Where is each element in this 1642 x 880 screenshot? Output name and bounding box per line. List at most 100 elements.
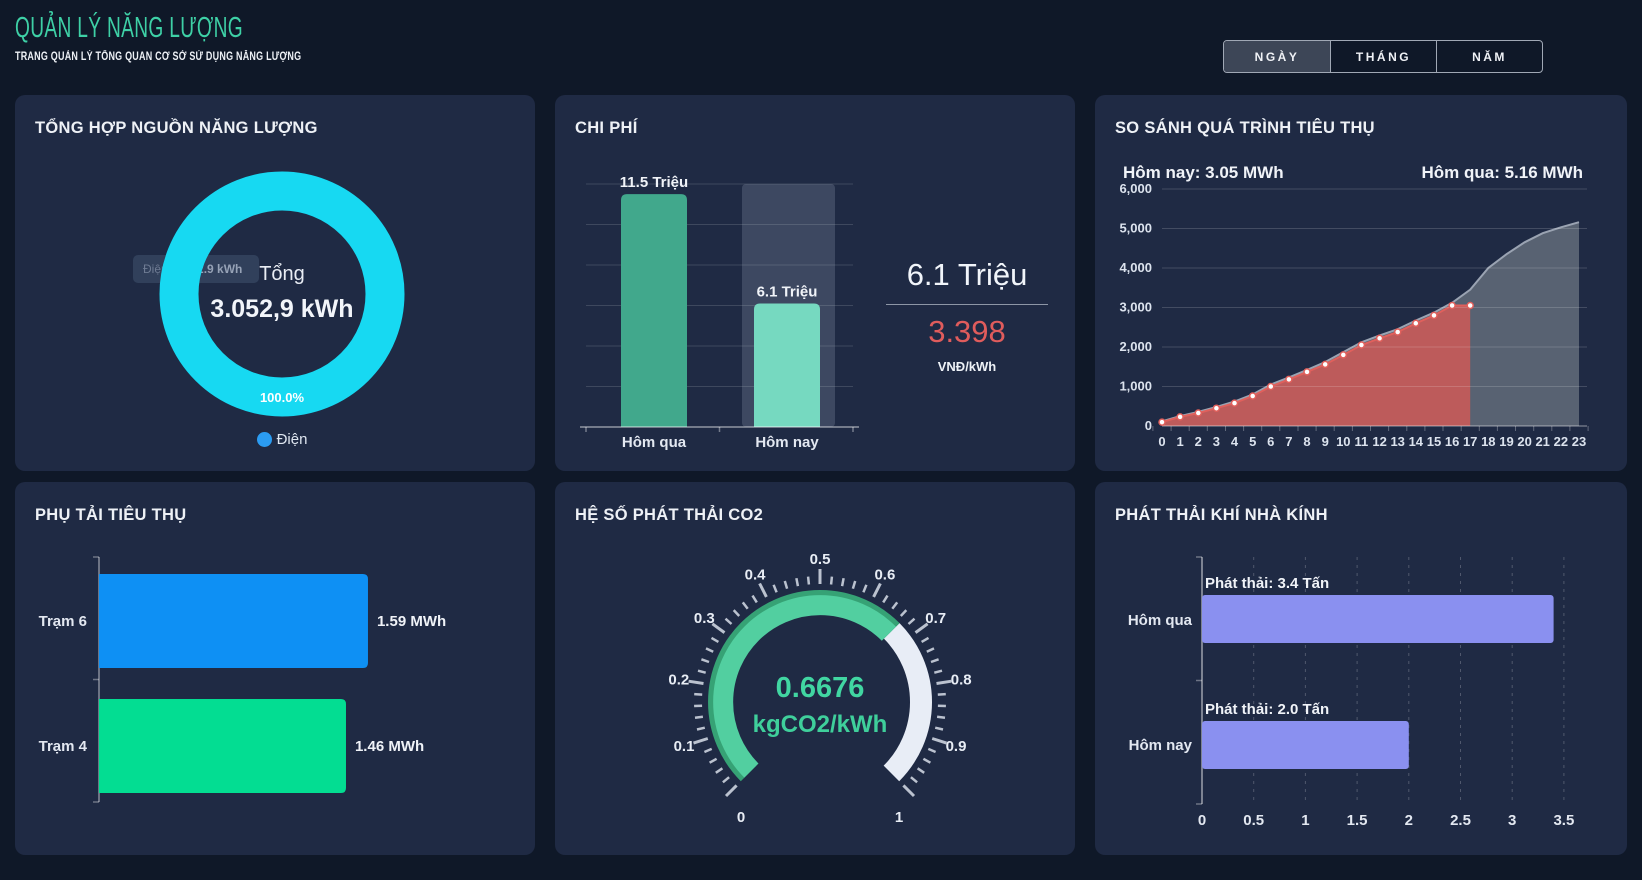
svg-text:100.0%: 100.0% (260, 390, 305, 405)
svg-text:22: 22 (1554, 434, 1568, 449)
svg-text:0.4: 0.4 (745, 567, 767, 584)
svg-text:1: 1 (895, 809, 903, 826)
svg-text:0: 0 (737, 809, 745, 826)
svg-text:13: 13 (1390, 434, 1404, 449)
panel-co2-factor: HỆ SỐ PHÁT THẢI CO2 0.1 0.2 0.3 0.4 0.5 0.6 0.… (555, 482, 1075, 855)
cost-rate-value: 3.398 (928, 314, 1006, 349)
svg-text:0.5: 0.5 (1243, 812, 1264, 829)
page-subtitle: TRANG QUẢN LÝ TỔNG QUAN CƠ SỞ SỬ DỤNG NĂ… (15, 51, 302, 63)
panel-title-comparison: SO SÁNH QUÁ TRÌNH TIÊU THỤ (1115, 119, 1375, 137)
page-title: QUẢN LÝ NĂNG LƯỢNG (15, 12, 244, 44)
svg-text:kgCO2/kWh: kgCO2/kWh (753, 711, 888, 738)
cost-summary: 6.1 Triệu 3.398 VNĐ/kWh (886, 257, 1048, 374)
svg-text:3: 3 (1213, 434, 1220, 449)
svg-text:Hôm qua: Hôm qua (1128, 612, 1193, 629)
svg-text:17: 17 (1463, 434, 1477, 449)
svg-text:0: 0 (1198, 812, 1206, 829)
svg-text:0.3: 0.3 (694, 610, 715, 627)
load-hbar-chart[interactable]: 1.59 MWh Trạm 6 1.46 MWh Trạm 4 (15, 482, 535, 855)
svg-text:0: 0 (1145, 418, 1152, 433)
svg-text:Phát thải: 2.0 Tấn: Phát thải: 2.0 Tấn (1205, 701, 1329, 718)
svg-text:6,000: 6,000 (1119, 181, 1152, 196)
cost-bar-chart[interactable]: 11.5 Triệu 6.1 Triệu Hôm qua Hôm nay (555, 95, 1075, 471)
svg-text:6: 6 (1267, 434, 1274, 449)
svg-text:1.46 MWh: 1.46 MWh (355, 738, 424, 755)
svg-text:1.5: 1.5 (1347, 812, 1368, 829)
panel-consumption-comparison: SO SÁNH QUÁ TRÌNH TIÊU THỤ Hôm nay: 3.05… (1095, 95, 1627, 471)
today-total-label: Hôm nay: 3.05 MWh (1123, 163, 1284, 182)
svg-text:0.6: 0.6 (874, 567, 895, 584)
svg-text:15: 15 (1427, 434, 1441, 449)
range-toggle-group: NGÀY THÁNG NĂM (1223, 40, 1543, 73)
svg-text:0.6676: 0.6676 (776, 672, 865, 704)
svg-text:19: 19 (1499, 434, 1513, 449)
svg-text:20: 20 (1517, 434, 1531, 449)
svg-text:2: 2 (1405, 812, 1413, 829)
svg-text:0: 0 (1158, 434, 1165, 449)
page-header: QUẢN LÝ NĂNG LƯỢNG TRANG QUẢN LÝ TỔNG QU… (0, 0, 1642, 95)
panel-title-cost: CHI PHÍ (575, 119, 638, 137)
svg-text:3,000: 3,000 (1119, 300, 1152, 315)
panel-load: PHỤ TẢI TIÊU THỤ 1.59 MWh Trạm 6 1.46 MWh T… (15, 482, 535, 855)
svg-text:4,000: 4,000 (1119, 260, 1152, 275)
svg-text:14: 14 (1409, 434, 1424, 449)
legend-item-dien[interactable]: Điện (29, 431, 535, 448)
svg-text:Trạm 6: Trạm 6 (39, 613, 87, 630)
svg-text:4: 4 (1231, 434, 1239, 449)
panel-energy-sources: TỔNG HỢP NGUỒN NĂNG LƯỢNG Điện: 3052.9 kW… (15, 95, 535, 471)
svg-text:10: 10 (1336, 434, 1350, 449)
svg-text:Hôm qua: Hôm qua (622, 434, 687, 451)
cost-divider (886, 304, 1048, 305)
svg-text:0.9: 0.9 (946, 738, 967, 755)
ghg-hbar-chart[interactable]: 0 0.5 1 1.5 2 2.5 3 3.5 Phát thải: 3.4 Tấn Hôm qu… (1095, 482, 1627, 855)
cost-rate-unit: VNĐ/kWh (937, 359, 997, 374)
range-button-year[interactable]: NĂM (1436, 41, 1542, 72)
svg-text:0.8: 0.8 (951, 672, 972, 689)
panel-cost: CHI PHÍ 11.5 Triệu 6.1 Triệu Hôm qua Hôm na… (555, 95, 1075, 471)
panel-title-co2: HỆ SỐ PHÁT THẢI CO2 (575, 506, 764, 524)
svg-text:0.7: 0.7 (925, 610, 946, 627)
panel-title-load: PHỤ TẢI TIÊU THỤ (35, 506, 187, 524)
svg-text:Hôm nay: Hôm nay (755, 434, 819, 451)
svg-text:7: 7 (1285, 434, 1292, 449)
panel-title-energy-sources: TỔNG HỢP NGUỒN NĂNG LƯỢNG (35, 119, 318, 137)
panel-ghg: PHÁT THẢI KHÍ NHÀ KÍNH 0 0.5 1 1.5 2 2.5 3 3.5 P… (1095, 482, 1627, 855)
svg-text:2: 2 (1195, 434, 1202, 449)
svg-text:1: 1 (1301, 812, 1309, 829)
co2-gauge-chart[interactable]: 0.1 0.2 0.3 0.4 0.5 0.6 0.7 0.8 0.9 0 1 0.6676 kgCO2… (555, 482, 1075, 855)
svg-text:8: 8 (1303, 434, 1310, 449)
svg-text:23: 23 (1572, 434, 1586, 449)
svg-text:1,000: 1,000 (1119, 379, 1152, 394)
legend-label: Điện (276, 431, 308, 448)
svg-text:3.5: 3.5 (1553, 812, 1574, 829)
svg-text:0.1: 0.1 (674, 738, 695, 755)
svg-text:Phát thải: 3.4 Tấn: Phát thải: 3.4 Tấn (1205, 575, 1329, 592)
svg-text:1.59 MWh: 1.59 MWh (377, 613, 446, 630)
svg-text:2,000: 2,000 (1119, 339, 1152, 354)
svg-text:6.1 Triệu: 6.1 Triệu (757, 283, 818, 300)
svg-text:18: 18 (1481, 434, 1495, 449)
cost-total-value: 6.1 Triệu (906, 257, 1028, 292)
svg-text:12: 12 (1372, 434, 1386, 449)
panel-title-ghg: PHÁT THẢI KHÍ NHÀ KÍNH (1115, 506, 1328, 524)
svg-text:11.5 Triệu: 11.5 Triệu (620, 174, 688, 191)
svg-text:Hôm nay: Hôm nay (1129, 737, 1193, 754)
svg-text:5: 5 (1249, 434, 1256, 449)
svg-text:Trạm 4: Trạm 4 (39, 738, 88, 755)
panel-grid: TỔNG HỢP NGUỒN NĂNG LƯỢNG Điện: 3052.9 kW… (15, 95, 1627, 855)
legend-marker-icon (256, 432, 272, 447)
svg-text:0.2: 0.2 (668, 672, 689, 689)
yesterday-total-label: Hôm qua: 5.16 MWh (1421, 163, 1583, 182)
svg-text:16: 16 (1445, 434, 1459, 449)
svg-text:9: 9 (1322, 434, 1329, 449)
energy-donut-chart[interactable]: 100.0% (15, 95, 535, 471)
svg-text:1: 1 (1176, 434, 1183, 449)
svg-text:0.5: 0.5 (810, 551, 831, 568)
svg-text:3: 3 (1508, 812, 1516, 829)
range-button-day[interactable]: NGÀY (1224, 41, 1330, 72)
range-button-month[interactable]: THÁNG (1330, 41, 1436, 72)
svg-text:21: 21 (1535, 434, 1549, 449)
svg-text:11: 11 (1355, 434, 1369, 449)
